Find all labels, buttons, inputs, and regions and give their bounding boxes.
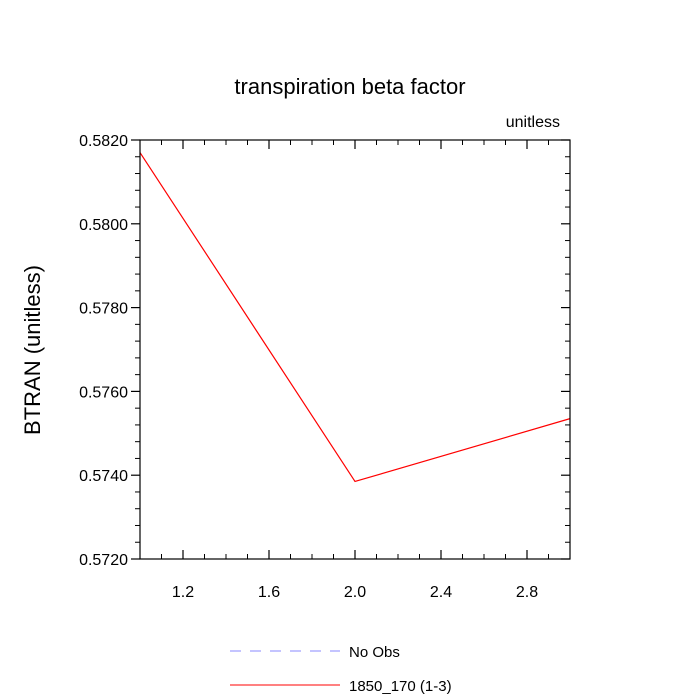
series-layer [139, 152, 571, 483]
y-axis-label: BTRAN (unitless) [20, 265, 45, 435]
legend-label: 1850_170 (1-3) [349, 678, 452, 695]
axis-tick-labels: 1.2 1.6 2.0 2.4 2.8 0.5720 0.5740 0.5760 0.5780 0… [79, 133, 538, 601]
y-tick-label: 0.5800 [79, 217, 128, 234]
y-tick-label: 0.5740 [79, 468, 128, 485]
y-tick-label: 0.5720 [79, 552, 128, 569]
legend-label: No Obs [349, 644, 400, 661]
legend: No Obs 1850_170 (1-3) [230, 644, 452, 695]
x-tick-label: 1.2 [172, 584, 194, 601]
series-line [139, 152, 571, 483]
plot-frame [139, 139, 571, 560]
x-tick-label: 2.8 [516, 584, 538, 601]
y-tick-label: 0.5820 [79, 133, 128, 150]
chart-title: transpiration beta factor [234, 74, 465, 99]
x-tick-label: 2.4 [430, 584, 452, 601]
y-tick-label: 0.5760 [79, 384, 128, 401]
units-label: unitless [506, 114, 560, 131]
x-tick-label: 1.6 [258, 584, 280, 601]
axis-ticks [131, 139, 571, 560]
x-tick-label: 2.0 [344, 584, 366, 601]
y-tick-label: 0.5780 [79, 301, 128, 318]
